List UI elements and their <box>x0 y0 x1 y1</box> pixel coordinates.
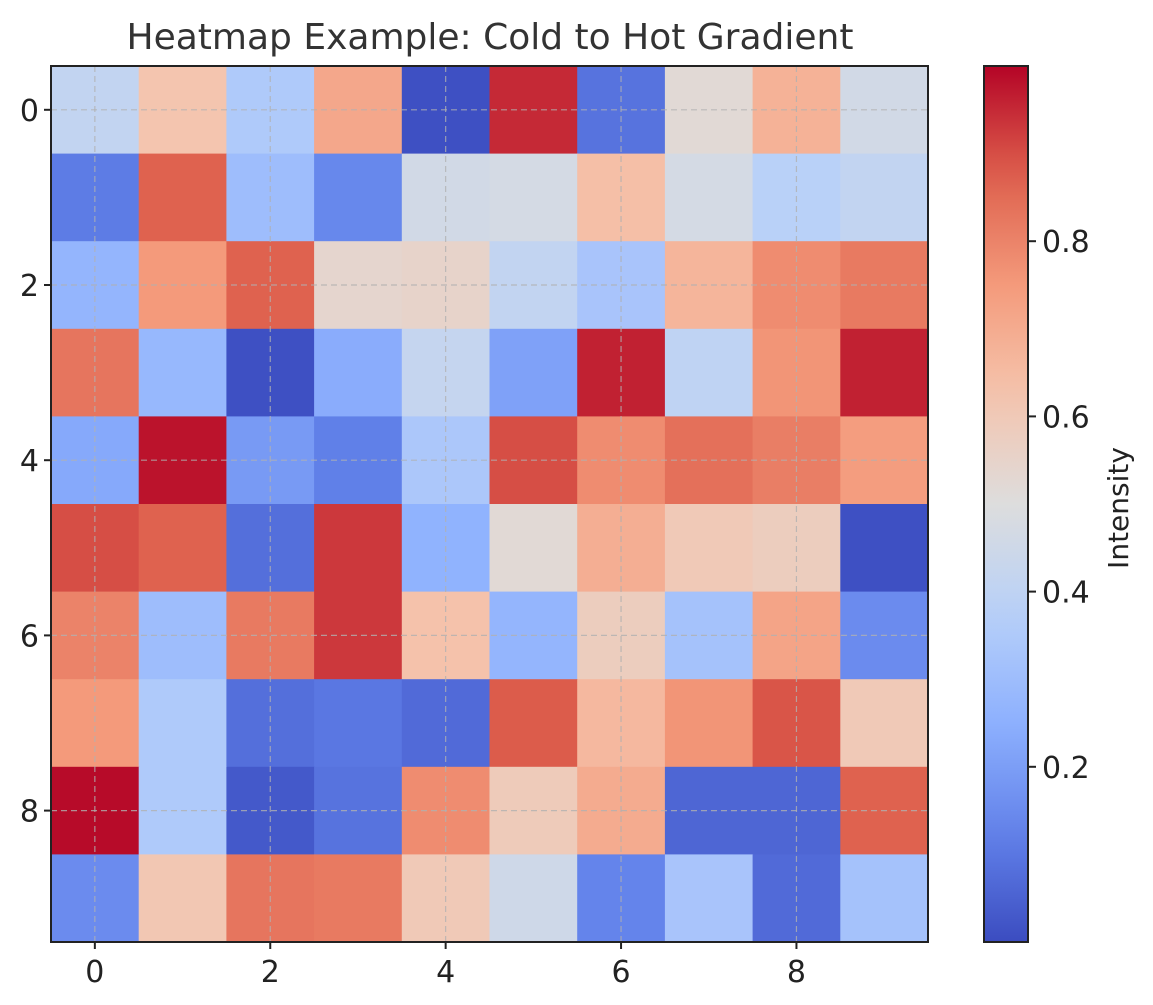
heatmap-cell <box>664 328 754 417</box>
heatmap-cell <box>664 591 754 680</box>
heatmap-cell <box>138 854 227 943</box>
heatmap-cell <box>401 679 491 768</box>
heatmap-cell <box>314 241 403 330</box>
heatmap-cell <box>752 328 841 417</box>
heatmap-cell <box>314 679 403 768</box>
heatmap-cell <box>577 679 666 768</box>
heatmap-cell <box>664 766 754 855</box>
heatmap-cell <box>752 679 841 768</box>
y-axis: 0 2 4 6 8 <box>20 94 51 830</box>
x-tick-label: 4 <box>436 955 455 990</box>
heatmap-cell <box>314 416 403 505</box>
colorbar-tick-label: 0.2 <box>1042 751 1090 786</box>
x-tick-label: 2 <box>261 955 280 990</box>
colorbar <box>983 65 1029 943</box>
heatmap-cell <box>226 679 315 768</box>
plot-frame <box>50 65 929 943</box>
heatmap-cell <box>138 679 227 768</box>
heatmap-cell <box>840 504 929 593</box>
heatmap-cell <box>664 416 754 505</box>
heatmap-cell <box>664 679 754 768</box>
heatmap-cell <box>840 328 929 417</box>
colorbar-label: Intensity <box>1102 447 1135 569</box>
heatmap-cell <box>664 153 754 242</box>
heatmap-cell <box>489 679 578 768</box>
heatmap-cell <box>314 153 403 242</box>
y-tick-label: 2 <box>20 269 39 304</box>
heatmap-cell <box>489 504 578 593</box>
heatmap-cell <box>577 328 666 417</box>
heatmap-cell <box>664 504 754 593</box>
x-tick-label: 8 <box>787 955 806 990</box>
x-tick-label: 6 <box>612 955 631 990</box>
heatmap-cell <box>51 328 140 417</box>
grid-lines <box>51 66 928 942</box>
heatmap-cell <box>664 854 754 943</box>
y-tick-label: 4 <box>20 444 39 479</box>
colorbar-axis: 0.2 0.4 0.6 0.8 <box>1028 225 1090 786</box>
heatmap-cell <box>226 328 315 417</box>
x-tick-label: 0 <box>85 955 104 990</box>
heatmap-cell <box>489 328 578 417</box>
colorbar-tick-label: 0.4 <box>1042 576 1090 611</box>
colorbar-tick-label: 0.6 <box>1042 400 1090 435</box>
heatmap-cell <box>314 854 403 943</box>
heatmap-cell <box>314 328 403 417</box>
heatmap-cell <box>840 153 929 242</box>
heatmap-cell <box>138 153 227 242</box>
heatmap-cell <box>840 679 929 768</box>
heatmap-cell <box>489 153 578 242</box>
heatmap-cell <box>489 854 578 943</box>
heatmap-cell <box>314 504 403 593</box>
y-tick-label: 0 <box>20 94 39 129</box>
y-tick-label: 6 <box>20 619 39 654</box>
colorbar-tick-label: 0.8 <box>1042 225 1090 260</box>
heatmap-cell <box>401 328 491 417</box>
heatmap-cell <box>314 66 403 155</box>
heatmap-cell <box>138 504 227 593</box>
heatmap-cell <box>314 766 403 855</box>
heatmap-cell <box>840 854 929 943</box>
chart-title: Heatmap Example: Cold to Hot Gradient <box>127 17 854 58</box>
heatmap-cell <box>51 679 140 768</box>
heatmap-cell <box>314 591 403 680</box>
heatmap-cell <box>138 328 227 417</box>
y-tick-label: 8 <box>20 795 39 830</box>
heatmap-cell <box>664 241 754 330</box>
heatmap-cell <box>664 66 754 155</box>
x-axis: 0 2 4 6 8 <box>85 942 806 990</box>
